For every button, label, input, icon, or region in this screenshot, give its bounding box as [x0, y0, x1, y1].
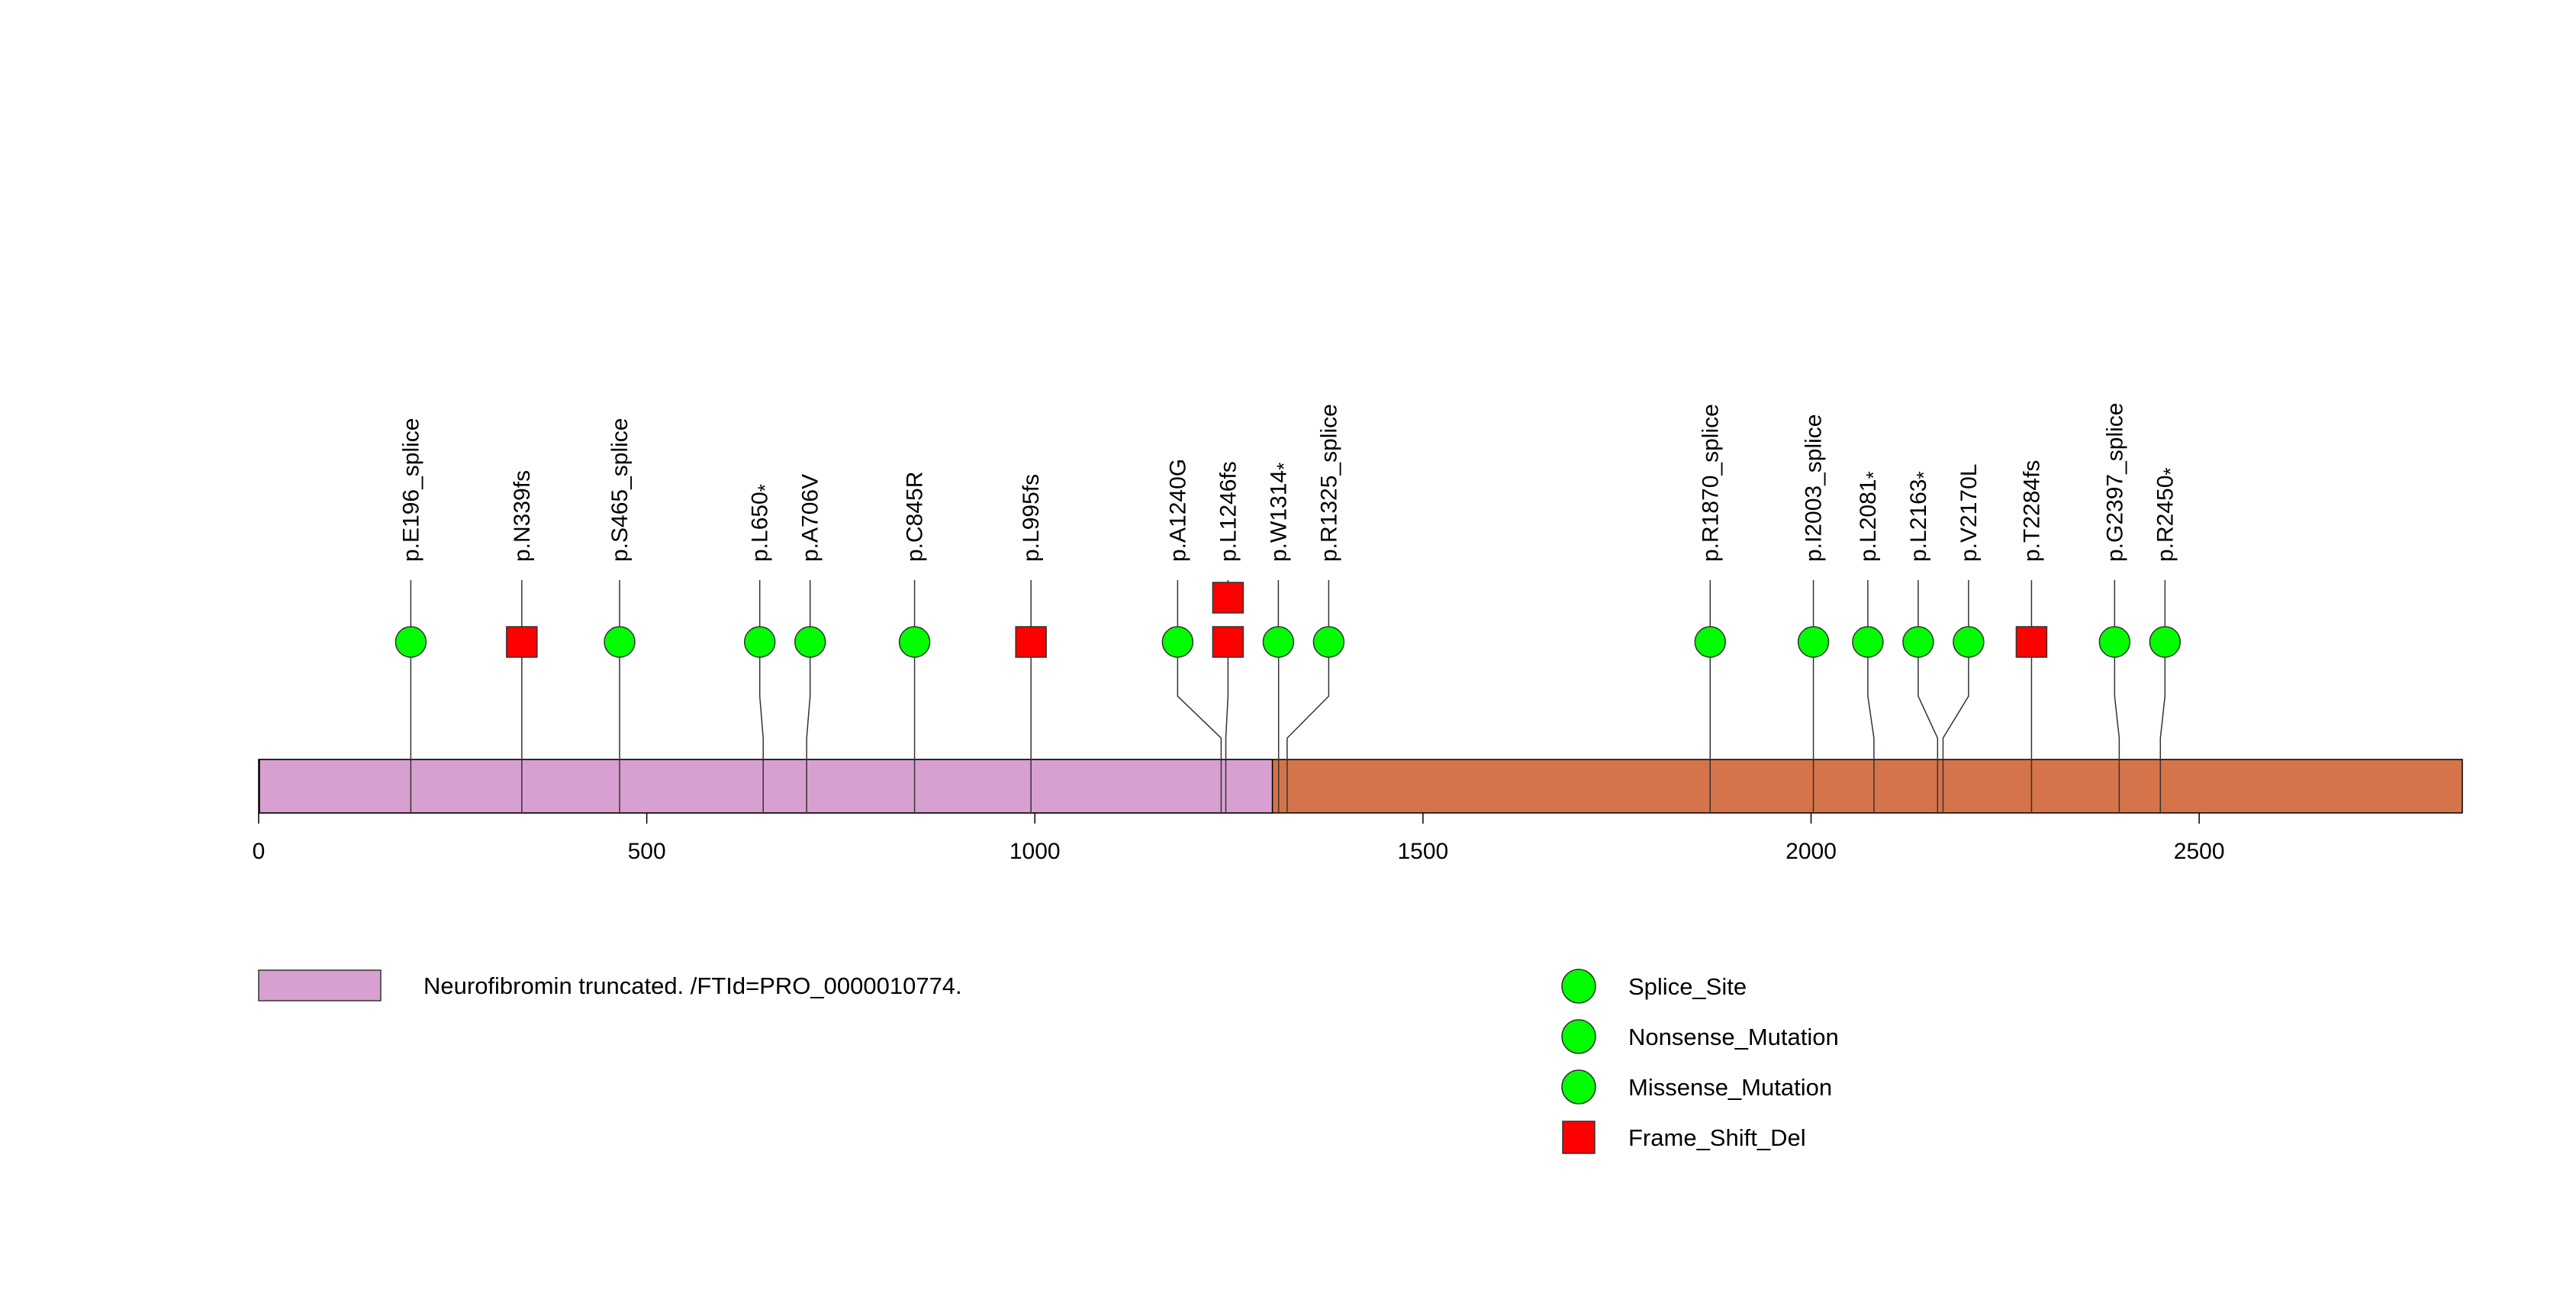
mutation-label: p.L995fs — [1019, 474, 1044, 562]
splice-marker[interactable] — [1797, 626, 1830, 658]
legend-region-swatch — [258, 969, 382, 1001]
nonsense-marker[interactable] — [1902, 626, 1934, 658]
mutation-label: p.T2284fs — [2019, 460, 2044, 562]
legend-item-label: Missense_Mutation — [1628, 1074, 1832, 1101]
mutation-label: p.S465_splice — [607, 418, 633, 562]
missense-marker[interactable] — [1161, 626, 1194, 658]
mutation-label: p.L2081* — [1856, 471, 1885, 562]
legend-circle-swatch — [1561, 1019, 1596, 1054]
mutation-label: p.A706V — [798, 474, 823, 562]
mutation-stems — [410, 642, 2166, 813]
position-axis: 0 500 1000 1500 2000 2500 — [253, 813, 2225, 864]
legend-region-label: Neurofibromin truncated. /FTId=PRO_00000… — [423, 972, 962, 999]
axis-tick-label: 0 — [253, 839, 266, 864]
mutation-markers — [394, 582, 2182, 658]
axis-tick-label: 1000 — [1009, 839, 1061, 864]
protein-backbone-layer — [258, 759, 2463, 814]
mutation-stem — [1286, 642, 1330, 813]
legend-item-label: Frame_Shift_Del — [1628, 1124, 1806, 1151]
frameshift-marker[interactable] — [2015, 626, 2048, 658]
frameshift-marker[interactable] — [1015, 626, 1047, 658]
mutation-stem — [758, 642, 764, 813]
mutation-stem — [2159, 642, 2166, 813]
mutation-label: p.L2163* — [1906, 471, 1935, 562]
mutation-label: p.V2170L — [1956, 464, 1982, 562]
region-neurofibromin-truncated — [259, 759, 1274, 814]
mutation-labels: p.E196_splice p.N339fs p.S465_splice p.L650… — [398, 403, 2182, 627]
mutation-label: p.A1240G — [1165, 459, 1190, 562]
mutation-stem — [1867, 642, 1875, 813]
axis-tick-label: 2500 — [2174, 839, 2225, 864]
mutation-stem — [1918, 642, 1939, 813]
mutation-stem — [1942, 642, 1969, 813]
missense-marker[interactable] — [898, 626, 931, 658]
mutation-label: p.G2397_splice — [2102, 403, 2127, 562]
splice-marker[interactable] — [394, 626, 427, 658]
nonsense-marker[interactable] — [1262, 626, 1295, 658]
mutation-label: p.E196_splice — [398, 418, 423, 562]
nonsense-marker[interactable] — [1852, 626, 1884, 658]
mutation-label: p.R1870_splice — [1698, 404, 1723, 562]
mutation-label: p.R1325_splice — [1316, 404, 1341, 562]
mutation-stem — [1225, 642, 1229, 813]
axis-tick-label: 500 — [628, 839, 666, 864]
nonsense-marker[interactable] — [743, 626, 776, 658]
legend-item-label: Splice_Site — [1628, 973, 1747, 1000]
mutation-label: p.R2450* — [2153, 467, 2182, 562]
mutation-stem — [2114, 642, 2120, 813]
missense-marker[interactable] — [1953, 626, 1985, 658]
mutation-stem — [806, 642, 811, 813]
legend-square-swatch — [1562, 1121, 1596, 1154]
splice-marker[interactable] — [1694, 626, 1727, 658]
mutation-stem — [1177, 642, 1222, 813]
splice-marker[interactable] — [2098, 626, 2131, 658]
axis-tick-label: 1500 — [1398, 839, 1449, 864]
missense-marker[interactable] — [794, 626, 826, 658]
legend: Neurofibromin truncated. /FTId=PRO_00000… — [258, 969, 1839, 1154]
frameshift-marker[interactable] — [1212, 626, 1245, 658]
legend-circle-swatch — [1561, 1069, 1596, 1105]
splice-marker[interactable] — [1312, 626, 1345, 658]
mutation-label: p.I2003_splice — [1802, 414, 1827, 562]
mutation-label: p.C845R — [903, 472, 928, 562]
mutation-label: p.W1314* — [1266, 463, 1295, 562]
axis-tick-label: 2000 — [1785, 839, 1837, 864]
legend-circle-swatch — [1561, 969, 1596, 1004]
mutation-label: p.N339fs — [510, 470, 535, 562]
mutation-label: p.L650* — [748, 484, 777, 562]
legend-item-label: Nonsense_Mutation — [1628, 1024, 1839, 1050]
mutation-label: p.L1246fs — [1216, 461, 1241, 562]
splice-marker[interactable] — [604, 626, 636, 658]
nonsense-marker[interactable] — [2149, 626, 2182, 658]
frameshift-marker[interactable] — [506, 626, 538, 658]
frameshift-marker[interactable] — [1212, 582, 1245, 614]
